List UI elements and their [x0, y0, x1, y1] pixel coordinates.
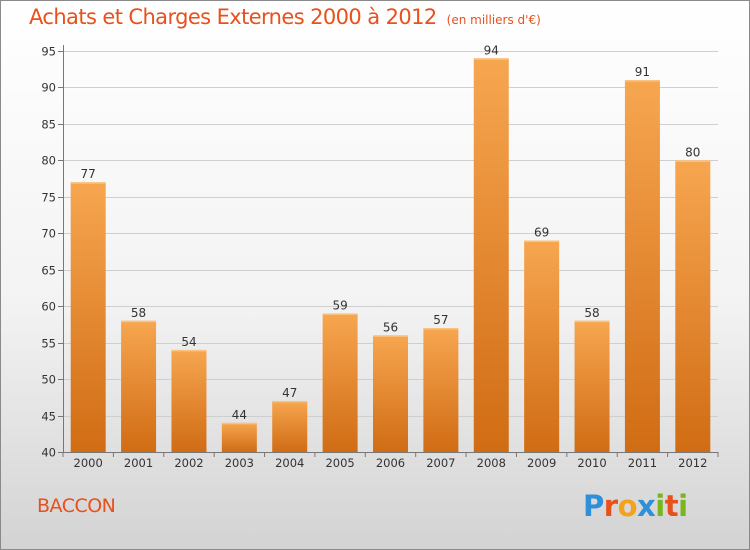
y-tick-label: 65 [41, 264, 56, 278]
logo-letter: P [583, 489, 604, 523]
data-label: 59 [332, 298, 347, 312]
bar [423, 328, 459, 452]
data-labels: 77 58 54 44 47 59 56 57 94 69 58 91 80 [81, 43, 701, 422]
bar [574, 320, 610, 452]
bar-highlight [221, 422, 257, 425]
x-tick-label: 2006 [376, 456, 405, 470]
bar-highlight [373, 335, 408, 337]
bar [70, 182, 106, 452]
bar-highlight [171, 349, 207, 352]
bars [70, 58, 711, 453]
bar-highlight [574, 320, 610, 323]
x-tick-label: 2012 [678, 456, 707, 470]
bar [221, 422, 257, 452]
data-label: 80 [685, 145, 700, 159]
logo-letter: t [664, 489, 679, 523]
y-tick-label: 80 [41, 154, 56, 168]
y-tick-label: 60 [41, 300, 56, 314]
bar-highlight [423, 328, 459, 330]
proxiti-logo: Proxiti [583, 489, 688, 523]
chart-title: Achats et Charges Externes 2000 à 2012 (e… [29, 5, 541, 29]
data-label: 47 [282, 386, 297, 400]
data-label: 58 [584, 306, 599, 320]
bar [524, 240, 560, 452]
logo-letter: o [617, 489, 638, 523]
y-tick-label: 95 [41, 45, 56, 59]
x-tick-label: 2009 [527, 456, 556, 470]
x-tick-label: 2001 [124, 456, 153, 470]
x-tick-label: 2008 [477, 456, 506, 470]
data-label: 56 [383, 320, 398, 334]
logo-letter: i [678, 489, 688, 523]
y-tick-label: 40 [41, 446, 56, 460]
x-tick-label: 2010 [577, 456, 606, 470]
bar [373, 335, 408, 452]
bar-highlight [322, 313, 358, 315]
bar [322, 313, 358, 452]
x-tick-label: 2003 [225, 456, 254, 470]
y-tick-label: 45 [41, 410, 56, 424]
bar-highlight [473, 58, 509, 60]
axes: 40 45 50 55 60 65 70 75 80 85 90 95 2000 2001 2002 2003… [41, 45, 719, 470]
x-tick-label: 2011 [628, 456, 657, 470]
data-label: 58 [131, 306, 146, 320]
y-tick-label: 90 [41, 81, 56, 95]
bar [272, 400, 308, 452]
data-label: 69 [534, 226, 549, 240]
y-tick-label: 50 [41, 373, 56, 387]
y-tick-label: 75 [41, 191, 56, 205]
unit-label: (en milliers d'€) [446, 13, 541, 27]
bar-highlight [675, 160, 711, 162]
x-tick-label: 2005 [325, 456, 354, 470]
x-tick-label: 2004 [275, 456, 304, 470]
y-tick-label: 70 [41, 227, 56, 241]
location-name: BACCON [37, 495, 116, 517]
bar [624, 80, 660, 452]
data-label: 44 [232, 408, 247, 422]
logo-letter: x [637, 489, 656, 523]
x-tick-label: 2007 [426, 456, 455, 470]
data-label: 57 [433, 313, 448, 327]
y-tick-label: 55 [41, 337, 56, 351]
bar-highlight [272, 400, 308, 403]
bar-highlight [70, 182, 106, 184]
logo-letter: r [603, 489, 618, 523]
bar-highlight [524, 240, 560, 243]
bar [473, 58, 509, 453]
bar-highlight [624, 80, 660, 82]
bar-highlight [121, 320, 157, 323]
data-label: 77 [81, 167, 96, 181]
data-label: 54 [181, 335, 196, 349]
x-tick-label: 2000 [74, 456, 103, 470]
title-text: Achats et Charges Externes 2000 à 2012 [29, 5, 437, 29]
bar [675, 160, 711, 452]
bar [121, 320, 157, 452]
y-tick-label: 85 [41, 118, 56, 132]
data-label: 91 [635, 65, 650, 79]
x-tick-label: 2002 [174, 456, 203, 470]
data-label: 94 [484, 43, 499, 57]
bar [171, 349, 207, 452]
logo-letter: i [655, 489, 665, 523]
